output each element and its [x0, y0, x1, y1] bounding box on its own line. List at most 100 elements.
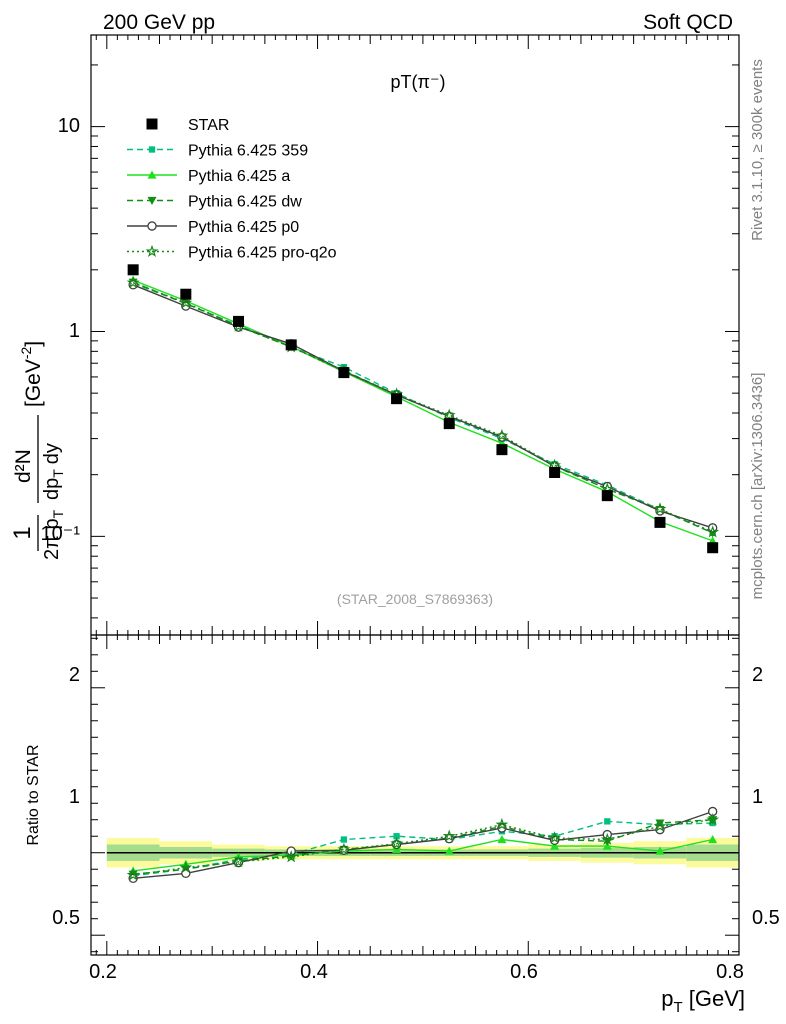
main-series-layer [126, 264, 720, 554]
legend-item: Pythia 6.425 p0 [127, 219, 299, 236]
side-label-bottom: mcplots.cern.ch [arXiv:1306.3436] [749, 373, 766, 600]
ratio-point [653, 819, 667, 832]
series-line [132, 284, 713, 529]
legend-marker [148, 146, 156, 153]
legend-label: Pythia 6.425 dw [188, 194, 302, 211]
xtick-label-0: 0.2 [89, 961, 117, 983]
legend-item: Pythia 6.425 359 [127, 143, 308, 160]
legend-label: Pythia 6.425 a [188, 168, 290, 185]
data-point [654, 516, 666, 528]
data-point [653, 502, 667, 515]
data-point [442, 408, 456, 421]
legend-label: STAR [188, 117, 229, 134]
data-point [127, 264, 139, 276]
legend-item: STAR [146, 117, 229, 134]
ratio-ytick-label-right-1: 1 [752, 786, 763, 808]
legend-marker [146, 118, 158, 130]
ratio-point [708, 835, 718, 844]
series-0 [127, 264, 719, 554]
ylabel-one: 1 [9, 526, 36, 539]
series-4 [128, 280, 718, 533]
ratio-point [393, 833, 400, 840]
main-ytick-label-2: 10 [58, 115, 80, 137]
main-axis-ticks [91, 35, 740, 635]
ratio-line [133, 820, 713, 877]
ratio-line [133, 819, 713, 876]
data-point [601, 490, 613, 502]
main-y-axis-label: 1 2π pT d²N dpTdy [GeV-2] [9, 341, 66, 560]
legend-item: Pythia 6.425 a [127, 168, 290, 185]
series-5 [126, 275, 720, 538]
data-point [549, 466, 561, 478]
ratio-point [284, 850, 298, 863]
svg-text:2π pT: 2π pT [41, 509, 66, 560]
ratio-line [133, 810, 713, 879]
legend-label: Pythia 6.425 pro-q2o [188, 245, 337, 262]
main-chart-title: pT(π⁻) [391, 72, 446, 92]
x-axis-label: pT [GeV] [661, 986, 745, 1016]
ratio-point [600, 832, 614, 845]
legend-marker [147, 221, 157, 231]
ratio-point [604, 818, 611, 825]
legend-marker [145, 244, 159, 257]
ratio-point [550, 841, 560, 850]
data-point [180, 288, 192, 300]
data-point [126, 275, 140, 289]
ylabel-dp: dp [41, 478, 63, 500]
ratio-ytick-label-2: 2 [69, 664, 80, 686]
legend-item: Pythia 6.425 pro-q2o [127, 245, 337, 262]
side-label-top: Rivet 3.1.10, ≥ 300k events [749, 59, 766, 241]
ratio-point [655, 846, 665, 855]
xlabel-sub: T [673, 999, 682, 1016]
legend-item: Pythia 6.425 dw [127, 194, 302, 211]
svg-text:[GeV-2]: [GeV-2] [18, 341, 45, 407]
data-point [496, 444, 508, 456]
xlabel-unit: [GeV] [683, 986, 745, 1011]
svg-text:dpTdy: dpTdy [41, 443, 66, 500]
ratio-point [340, 836, 348, 843]
data-point [707, 542, 719, 554]
data-point [285, 339, 297, 351]
analysis-tag: (STAR_2008_S7869363) [337, 591, 493, 607]
legend-marker [147, 196, 157, 205]
data-point [391, 393, 403, 405]
ratio-point [655, 819, 665, 828]
ratio-plot-frame [90, 634, 740, 956]
data-point [338, 367, 350, 379]
data-point [495, 428, 509, 442]
ratio-point [232, 855, 245, 868]
ylabel-dy: dy [41, 443, 63, 464]
main-panel: pT(π⁻) (STAR_2008_S7869363) 10⁻¹ 1 10 ST… [9, 34, 740, 636]
ylabel-num: d²N [12, 449, 35, 483]
ratio-series-4 [126, 812, 720, 881]
ratio-ytick-label-0: 0.5 [52, 907, 80, 929]
xtick-label-3: 0.8 [716, 961, 744, 983]
ratio-point [706, 812, 720, 826]
legend: STAR Pythia 6.425 359 Pythia 6.425 a Pythia… [127, 117, 337, 262]
ratio-point [497, 835, 507, 844]
ratio-axis-ticks [91, 635, 740, 955]
ylabel-unit-sup: -2 [18, 346, 34, 359]
ylabel-unit: [GeV [22, 359, 45, 407]
data-point [443, 418, 455, 430]
legend-label: Pythia 6.425 p0 [188, 219, 299, 236]
ratio-point [444, 846, 454, 855]
ylabel-unit-close: ] [22, 341, 45, 347]
ratio-ytick-label-right-2: 2 [752, 664, 763, 686]
ylabel-dp-sub: T [50, 469, 66, 478]
main-ytick-label-0: 10⁻¹ [41, 523, 81, 545]
ylabel-denom-left: 2π p [41, 518, 63, 560]
legend-marker [147, 170, 157, 179]
header-right: Soft QCD [643, 11, 733, 34]
ratio-line [133, 838, 713, 872]
xlabel-p: p [661, 986, 673, 1011]
data-point [179, 296, 193, 309]
xtick-label-2: 0.6 [510, 961, 538, 983]
main-ytick-label-1: 1 [69, 320, 80, 342]
ratio-point [548, 831, 561, 844]
ratio-point [390, 836, 403, 850]
ratio-point [179, 860, 193, 874]
xtick-label-1: 0.4 [300, 961, 328, 983]
series-line [132, 279, 713, 542]
